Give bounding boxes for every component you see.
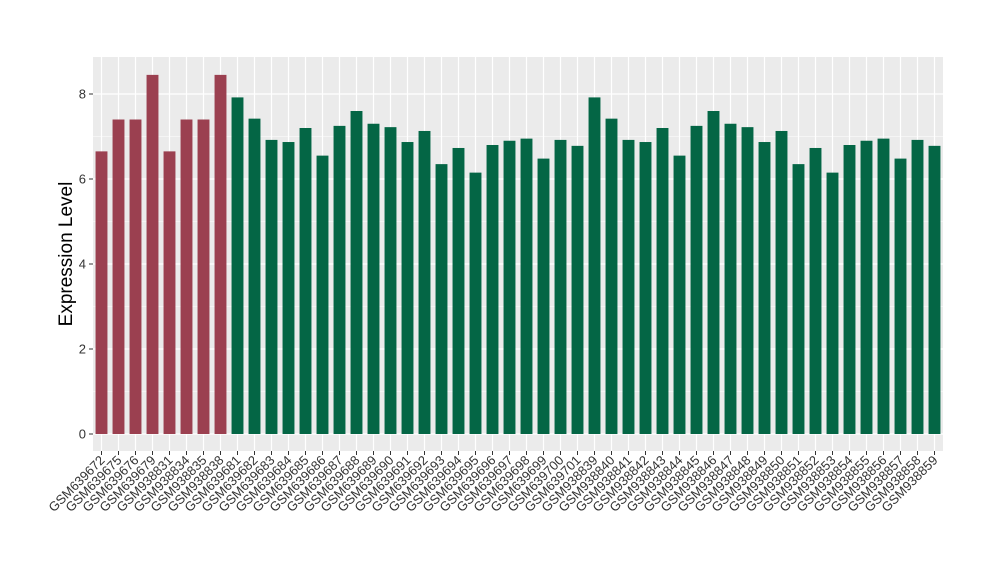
bar-GSM639685 [299,128,312,434]
bar-GSM938847 [724,123,737,434]
bar-GSM938859 [928,145,941,434]
bar-GSM938841 [622,139,635,434]
bar-GSM938838 [214,74,227,434]
y-axis-title: Expression Level [56,182,77,327]
bar-GSM938853 [826,172,839,434]
bar-GSM639696 [486,145,499,434]
bar-GSM639684 [282,142,295,434]
bar-GSM639701 [571,145,584,434]
bar-GSM938855 [860,140,873,434]
y-tick-label: 0 [79,427,86,442]
bar-GSM938844 [673,155,686,434]
bar-GSM938852 [809,147,822,434]
bar-GSM639698 [520,138,533,434]
bar-GSM639688 [350,111,363,434]
bar-GSM938840 [605,118,618,435]
bar-GSM639699 [537,158,550,434]
bar-GSM639679 [146,74,159,434]
bar-GSM938839 [588,97,601,435]
bar-GSM938842 [639,142,652,434]
bar-GSM938856 [877,138,890,434]
bar-GSM938849 [758,142,771,434]
bar-GSM938831 [163,151,176,434]
bar-GSM639691 [401,142,414,434]
bar-GSM938851 [792,164,805,434]
bar-GSM938845 [690,125,703,434]
x-axis: GSM639672GSM639675GSM639676GSM639679GSM9… [45,451,941,515]
bar-GSM639687 [333,125,346,434]
bars [95,74,941,435]
bar-GSM639672 [95,151,108,434]
bar-GSM639689 [367,123,380,434]
bar-GSM938858 [911,139,924,434]
bar-GSM639700 [554,139,567,434]
bar-GSM639676 [129,119,142,434]
bar-GSM938843 [656,128,669,434]
bar-GSM938850 [775,130,788,434]
bar-GSM639675 [112,119,125,434]
bar-GSM639693 [435,164,448,434]
bar-GSM639681 [231,97,244,435]
bar-GSM639692 [418,130,431,434]
bar-GSM938846 [707,111,720,434]
bar-GSM639695 [469,172,482,434]
y-axis: 0 2 4 6 8 [79,87,93,442]
y-tick-label: 8 [79,87,86,102]
bar-GSM639697 [503,140,516,434]
bar-GSM938854 [843,145,856,434]
bar-GSM938848 [741,127,754,435]
bar-GSM639682 [248,118,261,435]
bar-GSM639686 [316,155,329,434]
bar-GSM639694 [452,147,465,434]
bar-GSM639690 [384,127,397,435]
bar-GSM938835 [197,119,210,434]
bar-GSM938857 [894,158,907,434]
bar-GSM938834 [180,119,193,434]
y-tick-label: 4 [79,257,86,272]
bar-GSM639683 [265,139,278,434]
y-tick-label: 6 [79,172,86,187]
y-tick-label: 2 [79,342,86,357]
